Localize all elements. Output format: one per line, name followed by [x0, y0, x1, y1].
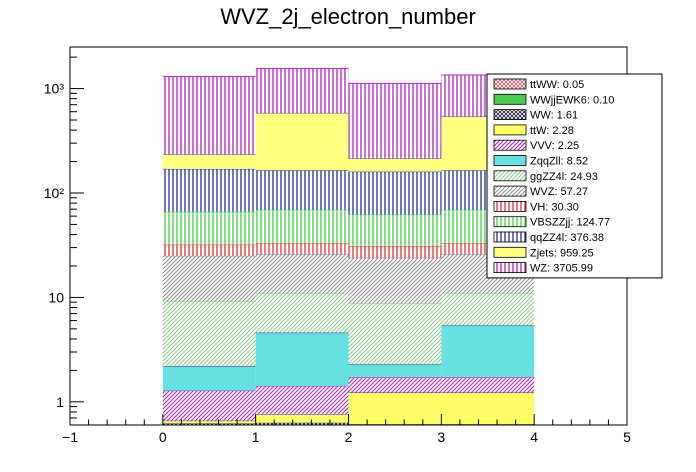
legend-swatch [493, 170, 527, 182]
bar-ggzz4l-bin-3 [348, 303, 442, 365]
bar-ww-bin-1 [162, 423, 256, 425]
y-tick-label: 10 [48, 289, 64, 305]
x-tick-label: 3 [437, 429, 445, 445]
legend-swatch [493, 231, 527, 243]
bar-vvv-bin-1 [162, 390, 256, 421]
legend-label: VBSZZjj: 124.77 [530, 217, 610, 229]
legend-swatch [493, 109, 527, 120]
legend-label: VH: 30.30 [530, 201, 579, 213]
x-tick-label: 1 [252, 429, 260, 445]
series-vbszzjj [162, 209, 535, 247]
series-qqzz4l [162, 168, 535, 215]
legend-swatch [493, 93, 527, 105]
y-tick-label: 10³ [44, 81, 65, 97]
legend-entry-vvv: VVV: 2.25 [493, 139, 579, 152]
legend-label: WWjjEWK6: 0.10 [530, 94, 614, 106]
legend-entry-ttw: ttW: 2.28 [493, 124, 574, 137]
bar-ggzz4l-bin-4 [441, 293, 535, 326]
legend-swatch [493, 216, 527, 228]
x-tick-label: 4 [530, 429, 538, 445]
series-ttw [162, 391, 535, 425]
legend-swatch [493, 246, 527, 258]
bar-zjets-bin-2 [255, 112, 349, 171]
legend-swatch [493, 185, 527, 197]
legend-swatch [493, 200, 527, 212]
bar-ww-bin-2 [255, 422, 349, 425]
bar-qqzz4l-bin-3 [348, 171, 442, 215]
legend-entry-ggzz4l: ggZZ4l: 24.93 [493, 170, 598, 183]
legend-swatch [493, 124, 527, 136]
bar-zjets-bin-1 [162, 154, 256, 169]
y-tick-label: 1 [56, 394, 64, 410]
legend-entry-qqzz4l: qqZZ4l: 376.38 [493, 231, 604, 244]
legend-label: ZqqZll: 8.52 [530, 156, 588, 168]
bar-vvv-bin-4 [441, 377, 535, 393]
legend-swatch [493, 78, 527, 90]
bar-wz-bin-1 [162, 76, 256, 155]
legend-swatch [493, 139, 527, 151]
legend-entry-vh: VH: 30.30 [493, 200, 579, 213]
bar-zqqzll-bin-1 [162, 366, 256, 391]
bar-vbszzjj-bin-3 [348, 214, 442, 247]
bar-wz-bin-2 [255, 68, 349, 113]
bar-ggzz4l-bin-1 [162, 301, 256, 367]
bar-vbszzjj-bin-1 [162, 211, 256, 245]
legend-swatch [493, 155, 527, 166]
x-tick-label: 5 [623, 429, 631, 445]
bar-wvz-bin-2 [255, 254, 349, 294]
bar-ggzz4l-bin-2 [255, 293, 349, 333]
bar-wvz-bin-1 [162, 255, 256, 302]
bar-qqzz4l-bin-1 [162, 168, 256, 212]
legend-label: ttWW: 0.05 [530, 79, 584, 91]
legend-swatch [493, 262, 527, 274]
legend-label: Zjets: 959.25 [530, 247, 594, 259]
bar-vh-bin-3 [348, 246, 442, 258]
legend-entry-wz: WZ: 3705.99 [493, 262, 593, 275]
x-tick-label: 0 [159, 429, 167, 445]
legend-label: ttW: 2.28 [530, 125, 574, 137]
bar-zqqzll-bin-4 [441, 325, 535, 378]
legend-label: WW: 1.61 [530, 110, 578, 122]
bar-vh-bin-2 [255, 243, 349, 255]
legend-label: qqZZ4l: 376.38 [530, 232, 604, 244]
bar-ttw-bin-4 [441, 392, 535, 425]
bar-zqqzll-bin-2 [255, 332, 349, 386]
x-tick-label: 2 [345, 429, 353, 445]
bar-vvv-bin-2 [255, 385, 349, 415]
bar-zqqzll-bin-3 [348, 364, 442, 378]
legend-entry-zqqzll: ZqqZll: 8.52 [493, 155, 588, 168]
bar-ttw-bin-3 [348, 392, 442, 425]
legend-entry-ttww: ttWW: 0.05 [493, 78, 584, 91]
bar-vbszzjj-bin-2 [255, 209, 349, 244]
bar-vvv-bin-3 [348, 377, 442, 393]
legend-entry-wvz: WVZ: 57.27 [493, 185, 588, 198]
chart-title: WVZ_2j_electron_number [220, 4, 476, 29]
series-ggzz4l [162, 292, 535, 367]
y-tick-label: 10² [44, 185, 65, 201]
bar-vh-bin-1 [162, 244, 256, 256]
bar-zjets-bin-3 [348, 158, 442, 172]
bars-layer [162, 68, 535, 426]
x-tick-label: −1 [62, 429, 78, 445]
bar-wvz-bin-3 [348, 257, 442, 304]
legend-entry-wwjjewk6: WWjjEWK6: 0.10 [493, 93, 614, 106]
series-vvv [162, 376, 535, 421]
legend: ttWW: 0.05 WWjjEWK6: 0.10 WW: 1.61 ttW: 2.2… [486, 73, 663, 279]
axes-layer: −1 0 1 2 3 4 5 1 10 10² 10³ [44, 56, 631, 445]
legend-label: WZ: 3705.99 [530, 263, 593, 275]
bar-wz-bin-3 [348, 83, 442, 159]
legend-label: VVV: 2.25 [530, 140, 579, 152]
legend-entry-zjets: Zjets: 959.25 [493, 246, 594, 259]
legend-label: WVZ: 57.27 [530, 186, 588, 198]
legend-entry-ww: WW: 1.61 [493, 109, 578, 122]
bar-ttw-bin-1 [162, 420, 256, 424]
bar-ttw-bin-2 [255, 414, 349, 423]
series-zqqzll [162, 324, 535, 391]
legend-entry-vbszzjj: VBSZZjj: 124.77 [493, 216, 610, 229]
bar-qqzz4l-bin-2 [255, 170, 349, 210]
legend-label: ggZZ4l: 24.93 [530, 171, 598, 183]
